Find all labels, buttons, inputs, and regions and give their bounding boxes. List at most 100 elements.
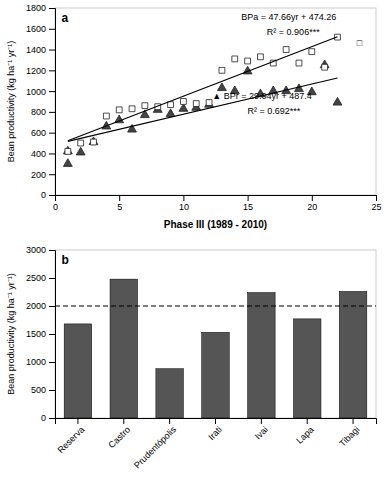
y-tick-mark: [49, 390, 55, 391]
x-tick-label: Ivai: [253, 424, 270, 441]
point: [245, 58, 251, 64]
scatter-series: [65, 34, 340, 154]
y-tick-label: 3000: [26, 245, 46, 255]
point: [219, 67, 225, 73]
y-tick: 1200: [26, 66, 55, 76]
plot-area: [63, 34, 342, 166]
x-tick-mark: [169, 418, 170, 424]
y-tick-mark: [49, 8, 55, 9]
point: [91, 139, 97, 145]
y-tick-label: 1000: [26, 357, 46, 367]
x-tick: Prudentópolis: [132, 418, 178, 470]
point: [63, 159, 72, 167]
bar: [64, 324, 92, 418]
annotation: R² = 0.692***: [248, 106, 301, 116]
y-tick-mark: [49, 174, 55, 175]
y-tick: 600: [31, 128, 55, 138]
x-tick-label: Reserva: [56, 424, 87, 455]
plot-area: [55, 279, 376, 418]
x-tick-label: Prudentópolis: [132, 424, 178, 470]
y-tick-mark: [49, 195, 55, 196]
y-tick: 1000: [26, 86, 55, 96]
y-tick-mark: [49, 50, 55, 51]
y-tick: 800: [31, 107, 55, 117]
x-tick: Lapa: [294, 418, 315, 446]
bar: [248, 293, 276, 418]
x-tick-label: 0: [53, 202, 58, 212]
x-tick-label: 10: [179, 202, 189, 212]
y-tick-mark: [49, 70, 55, 71]
y-axis-title: Bean productivity (kg ha⁻¹ yr⁻¹): [6, 273, 16, 395]
y-tick-label: 1800: [26, 3, 46, 13]
x-tick: Tibagi: [337, 418, 361, 449]
x-axis: 0 5 10 15 20 25: [53, 195, 382, 212]
y-tick-mark: [49, 112, 55, 113]
y-tick-mark: [49, 306, 55, 307]
y-tick-mark: [49, 334, 55, 335]
y-tick-mark: [49, 418, 55, 419]
y-tick-label: 0: [41, 190, 46, 200]
x-axis: Reserva CastroPrudentópolis Irati Ivai Lapa T…: [56, 418, 377, 470]
bar: [293, 319, 321, 418]
x-tick-label: 5: [117, 202, 122, 212]
y-tick-mark: [49, 29, 55, 30]
x-tick-label: 15: [243, 202, 253, 212]
plot-frame: [55, 8, 376, 195]
y-tick-mark: [49, 91, 55, 92]
x-tick-label: Irati: [206, 424, 224, 442]
point: [333, 97, 342, 105]
point: [205, 100, 214, 108]
y-tick: 2500: [26, 273, 55, 283]
x-axis-title: Phase III (1989 - 2010): [164, 219, 267, 230]
x-tick-mark: [215, 418, 216, 424]
y-tick-label: 200: [31, 170, 46, 180]
y-tick: 2000: [26, 301, 55, 311]
y-tick: 0: [41, 413, 55, 423]
point: [116, 107, 122, 113]
panel-b: Reserva CastroPrudentópolis Irati Ivai Lapa T…: [6, 245, 377, 470]
point: [180, 99, 186, 105]
annotation: ▲ BPr = 29.04yr + 487.4: [212, 91, 311, 101]
scatter-series: [63, 60, 342, 166]
y-tick-mark: [49, 250, 55, 251]
panel-label: b: [61, 253, 68, 267]
x-tick: Irati: [206, 418, 224, 442]
point: [322, 64, 328, 70]
point: [65, 148, 71, 154]
y-tick: 1600: [26, 24, 55, 34]
y-tick-mark: [49, 278, 55, 279]
point: [206, 100, 212, 106]
point: [89, 137, 98, 145]
y-tick-mark: [49, 133, 55, 134]
reference-line: [55, 305, 376, 306]
y-tick-label: 500: [31, 385, 46, 395]
point: [103, 113, 109, 119]
x-tick: 0: [53, 195, 58, 212]
x-tick: Castro: [106, 418, 132, 450]
x-tick: 10: [179, 195, 189, 212]
x-tick-mark: [312, 195, 313, 201]
annotation: □: [357, 38, 363, 48]
x-tick-label: 20: [307, 202, 317, 212]
y-tick: 0: [41, 190, 55, 200]
y-axis-title: Bean productivity (kg ha⁻¹ yr⁻¹): [6, 41, 16, 163]
bar: [339, 291, 367, 418]
y-tick-label: 1500: [26, 329, 46, 339]
point: [296, 60, 302, 66]
y-tick-label: 1000: [26, 86, 46, 96]
x-axis-line: [56, 196, 377, 202]
bar: [202, 332, 230, 418]
x-tick-label: 25: [371, 202, 381, 212]
x-tick-mark: [261, 418, 262, 424]
y-tick-label: 2000: [26, 301, 46, 311]
y-axis-line: [49, 9, 56, 196]
y-tick-label: 1200: [26, 66, 46, 76]
y-axis: 0 200 400 600 800 1000 1200 1400 1600 1800: [26, 3, 56, 200]
y-tick: 400: [31, 149, 55, 159]
x-tick: Reserva: [56, 418, 87, 455]
point: [63, 146, 72, 154]
x-tick-label: Castro: [106, 424, 132, 450]
point: [166, 109, 175, 117]
annotation: BPa = 47.66yr + 474.26: [241, 12, 336, 22]
y-tick: 1400: [26, 45, 55, 55]
